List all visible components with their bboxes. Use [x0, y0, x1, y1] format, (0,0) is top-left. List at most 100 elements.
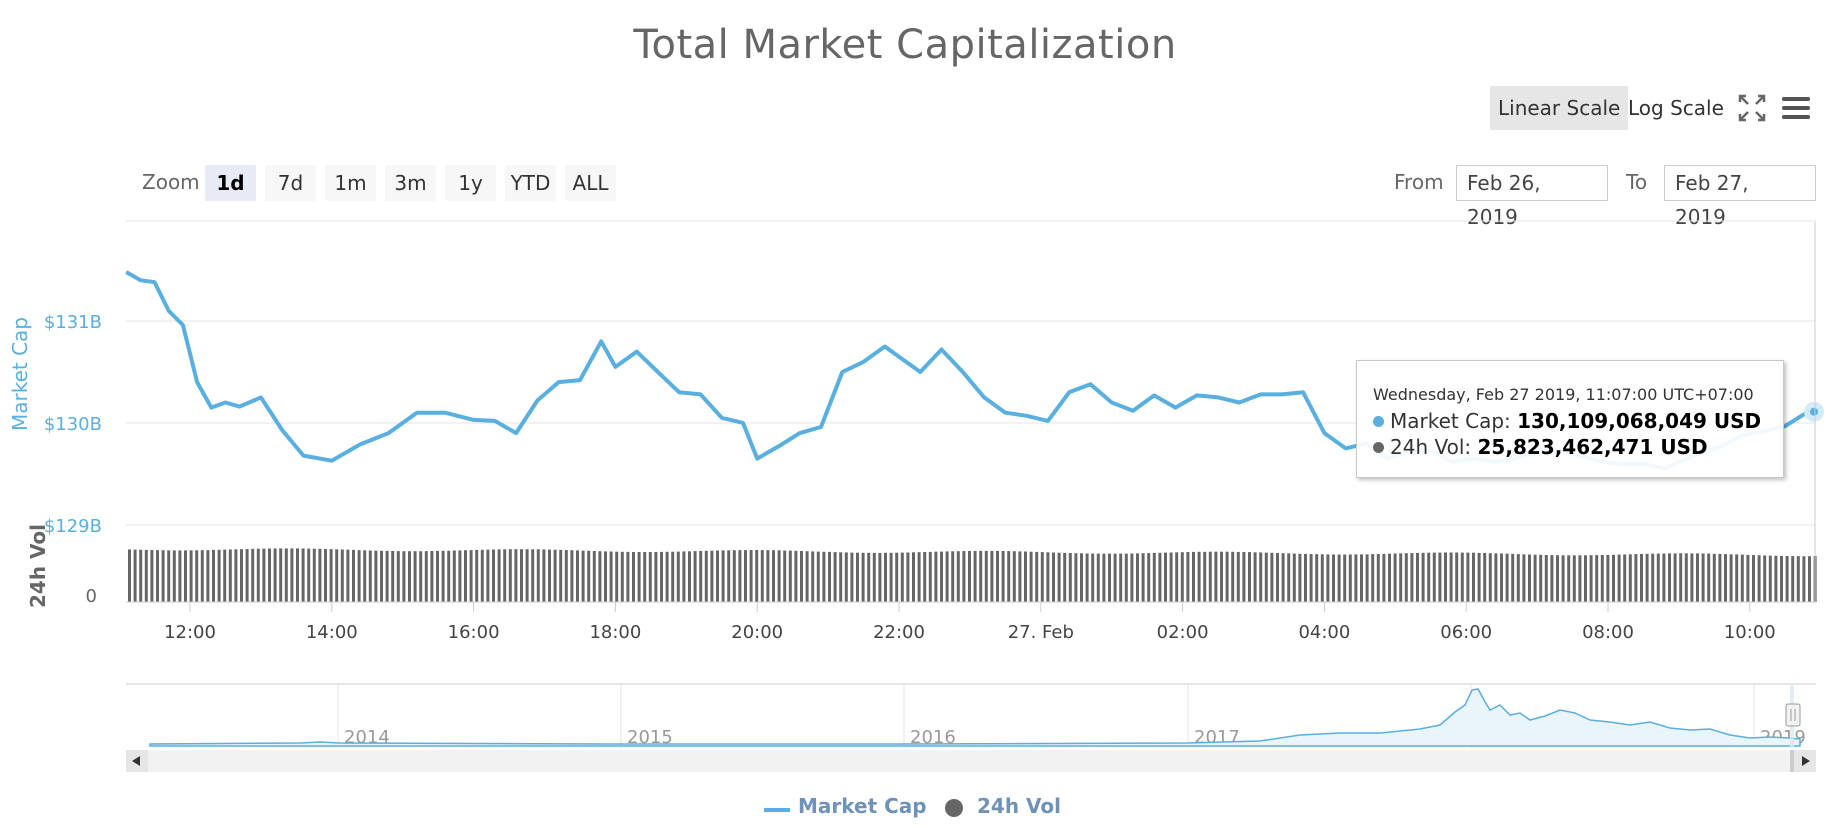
- arrow-right-icon: [1802, 756, 1810, 766]
- x-tick-label: 12:00: [164, 622, 216, 643]
- menu-icon[interactable]: [1778, 90, 1814, 126]
- x-tick-label: 18:00: [589, 622, 641, 643]
- zoom-ytd-button[interactable]: YTD: [505, 165, 556, 201]
- scrollbar-thumb[interactable]: [1790, 750, 1796, 772]
- volume-bar: [1595, 555, 1599, 602]
- volume-bar: [447, 550, 451, 602]
- volume-bar: [1276, 553, 1279, 602]
- volume-bar: [284, 548, 288, 602]
- volume-bar: [1052, 552, 1055, 602]
- volume-bar: [1192, 551, 1195, 602]
- volume-bar: [1186, 552, 1190, 602]
- volume-bar: [492, 549, 495, 602]
- volume-bar: [1791, 556, 1795, 602]
- volume-bar: [200, 550, 204, 602]
- legend-item-24h-vol[interactable]: 24h Vol: [977, 794, 1062, 818]
- linear-scale-button[interactable]: Linear Scale: [1490, 86, 1629, 130]
- volume-tick-0: 0: [86, 586, 97, 607]
- log-scale-button[interactable]: Log Scale: [1628, 96, 1724, 120]
- volume-axis-title: 24h Vol: [26, 524, 50, 608]
- volume-bar: [1449, 552, 1453, 602]
- volume-bar: [212, 549, 215, 602]
- zoom-1m-button[interactable]: 1m: [325, 165, 376, 201]
- volume-bar: [150, 550, 154, 602]
- volume-bar: [396, 551, 400, 602]
- volume-bar: [822, 551, 826, 602]
- volume-bar: [1500, 553, 1503, 602]
- zoom-3m-button[interactable]: 3m: [385, 165, 436, 201]
- volume-bar: [598, 551, 602, 602]
- volume-bar: [486, 549, 490, 602]
- volume-bar: [458, 550, 462, 602]
- volume-bar: [766, 550, 770, 602]
- volume-bar: [1259, 552, 1263, 602]
- volume-bar: [1074, 553, 1078, 602]
- volume-bar: [744, 550, 747, 602]
- volume-bar: [844, 552, 848, 602]
- volume-bar: [357, 550, 361, 602]
- volume-bar: [1035, 551, 1039, 602]
- volume-bar: [1253, 552, 1257, 602]
- volume-bar: [1780, 555, 1783, 602]
- volume-bar: [430, 551, 434, 602]
- volume-bar: [1410, 553, 1414, 602]
- volume-bar: [996, 550, 999, 602]
- volume-bar: [1712, 553, 1716, 602]
- zoom-7d-button[interactable]: 7d: [265, 165, 316, 201]
- legend-volume-symbol: [945, 799, 963, 817]
- volume-bar: [1808, 556, 1811, 602]
- volume-bar: [1018, 551, 1022, 602]
- x-tick-label: 22:00: [873, 622, 925, 643]
- volume-bar: [1287, 553, 1291, 602]
- volume-bar: [368, 550, 372, 602]
- zoom-1d-button[interactable]: 1d: [205, 165, 256, 201]
- volume-bar: [592, 551, 596, 602]
- scrollbar-track[interactable]: [126, 750, 1816, 772]
- volume-bar: [1281, 553, 1285, 602]
- zoom-1y-button[interactable]: 1y: [445, 165, 496, 201]
- tooltip-volume-value: 25,823,462,471 USD: [1477, 435, 1708, 459]
- volume-bar: [620, 551, 624, 602]
- volume-bar: [1040, 552, 1044, 602]
- volume-bar: [1343, 554, 1347, 602]
- to-date-input[interactable]: Feb 27, 2019: [1664, 165, 1816, 229]
- volume-bar: [1102, 553, 1106, 602]
- volume-bar: [609, 551, 613, 602]
- volume-bar: [1718, 553, 1722, 602]
- volume-bar: [1617, 554, 1621, 602]
- volume-bar: [861, 552, 865, 602]
- volume-bar: [1057, 552, 1061, 602]
- volume-bar: [1068, 553, 1072, 602]
- fullscreen-icon[interactable]: [1734, 90, 1770, 126]
- y-tick-label: $130B: [44, 414, 102, 435]
- x-tick-label: 10:00: [1724, 622, 1776, 643]
- volume-bar: [1124, 553, 1128, 602]
- volume-bar: [1091, 553, 1095, 602]
- volume-bar: [1634, 554, 1638, 602]
- volume-bar: [654, 552, 658, 602]
- volume-bar: [363, 550, 367, 602]
- legend-item-market-cap[interactable]: Market Cap: [798, 794, 927, 818]
- hover-point-marker: [1804, 401, 1824, 422]
- volume-bar: [1001, 551, 1005, 602]
- volume-bar: [951, 551, 955, 602]
- volume-bar: [1701, 553, 1705, 602]
- volume-bar: [1612, 554, 1615, 602]
- from-date-input[interactable]: Feb 26, 2019: [1456, 165, 1608, 229]
- volume-bar: [240, 549, 243, 602]
- chart-title: Total Market Capitalization: [633, 22, 1177, 68]
- volume-bar: [464, 550, 467, 602]
- volume-bar: [1158, 552, 1162, 602]
- volume-bar: [912, 552, 915, 602]
- volume-bar: [889, 552, 893, 602]
- volume-bar: [1320, 554, 1324, 602]
- volume-bar: [172, 550, 176, 602]
- volume-bar: [794, 550, 798, 602]
- navigator-handle[interactable]: [1785, 703, 1801, 727]
- volume-bar: [1528, 554, 1531, 602]
- volume-bar: [805, 551, 809, 602]
- volume-bar: [604, 551, 607, 602]
- volume-bar: [1421, 552, 1425, 602]
- zoom-all-button[interactable]: ALL: [565, 165, 616, 201]
